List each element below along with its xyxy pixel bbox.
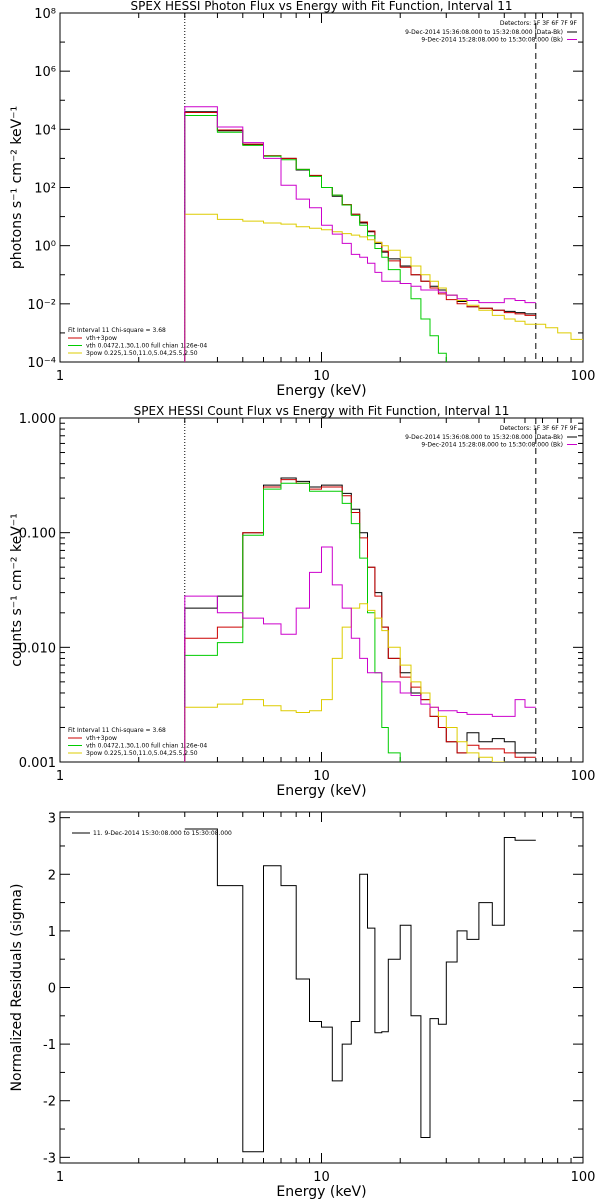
- panel1-x-tick-label: 1: [56, 369, 64, 384]
- panel1-y-tick-label: 10⁶: [34, 65, 56, 80]
- panel3-y-tick-label: -3: [43, 1151, 56, 1166]
- panel3-series-group: [184, 828, 536, 1153]
- panel1-y-axis-label: photons s⁻¹ cm⁻² keV⁻¹: [9, 106, 25, 269]
- panel2-x-tick-label: 10: [313, 769, 330, 784]
- panel1-y-tick-label: 10⁻⁴: [27, 356, 56, 371]
- panel2-legend-top-entry: 9-Dec-2014 15:36:08.000 to 15:32:08.000 …: [405, 434, 563, 441]
- panel1-series-1-line: [184, 111, 536, 362]
- panel3-series-1-line: [184, 828, 536, 1153]
- panel3-y-tick-label: 2: [48, 868, 56, 883]
- panel1-legend-fit-entry: 3pow 0.225,1.50,11.0,5.04,25.5,2.50: [86, 350, 198, 357]
- panel2-legend-fit-interval: Fit Interval 11 Chi-square = 3.68: [68, 727, 166, 734]
- panel2-series-group: [184, 477, 536, 762]
- panel2-legend-fit-entry: vth 0.0472,1.30,1.00 full chian 1.26e-04: [86, 743, 207, 750]
- panel1-legend-fit-entry: vth+3pow: [86, 335, 117, 342]
- panel1-x-tick-label: 10: [313, 369, 330, 384]
- panel1-legend-detectors: Detectors: 1F 3F 6F 7F 9F: [500, 20, 578, 27]
- panel2-series-5-line: [184, 546, 536, 762]
- panel1-title: SPEX HESSI Photon Flux vs Energy with Fi…: [131, 0, 513, 13]
- panel2-y-tick-label: 0.100: [19, 527, 56, 542]
- panel2-y-tick-label: 0.001: [19, 756, 56, 771]
- panel1-x-axis-label: Energy (keV): [276, 383, 366, 399]
- panel3-x-tick-label: 10: [313, 1170, 330, 1185]
- panel3-y-tick-label: 0: [48, 982, 56, 997]
- panel3-y-tick-label: 3: [48, 812, 56, 827]
- panel2-y-tick-label: 0.010: [19, 641, 56, 656]
- panel3-x-tick-label: 1: [56, 1170, 64, 1185]
- panel1-y-tick-label: 10⁻²: [27, 298, 56, 313]
- panel1-series-4-line: [184, 213, 583, 362]
- panel2-legend-fit-entry: 3pow 0.225,1.50,11.0,5.04,25.5,2.50: [86, 750, 198, 757]
- panel2-series-3-line: [184, 482, 401, 762]
- panel1-x-tick-label: 100: [571, 369, 596, 384]
- panel1-series-group: [184, 106, 583, 362]
- panel2-legend-detectors: Detectors: 1F 3F 6F 7F 9F: [500, 425, 578, 432]
- panel1-y-tick-label: 10⁰: [34, 240, 56, 255]
- panel2-x-axis-label: Energy (keV): [276, 783, 366, 799]
- panel2-x-tick-label: 100: [571, 769, 596, 784]
- panel3-x-axis-label: Energy (keV): [276, 1184, 366, 1200]
- panel1-series-5-line: [184, 106, 536, 362]
- panel2-legend-top-entry: 9-Dec-2014 15:28:08.000 to 15:30:08.000 …: [421, 442, 563, 449]
- panel1-y-tick-label: 10⁸: [34, 7, 56, 22]
- panel2-series-4-line: [184, 603, 505, 762]
- panel1-legend-fit-entry: vth 0.0472,1.30,1.00 full chian 1.26e-04: [86, 343, 207, 350]
- panel1-legend-top-entry: 9-Dec-2014 15:36:08.000 to 15:32:08.000 …: [405, 29, 563, 36]
- panel3-legend-entry: 11. 9-Dec-2014 15:30:08.000 to 15:30:08.…: [93, 830, 232, 837]
- panel2-y-tick-label: 1.000: [19, 412, 56, 427]
- panel3-y-tick-label: -1: [43, 1038, 56, 1053]
- panel3-y-tick-label: -2: [43, 1095, 56, 1110]
- panel3-x-tick-label: 100: [571, 1170, 596, 1185]
- panel3-y-tick-label: 1: [48, 925, 56, 940]
- panel1-legend-fit-interval: Fit Interval 11 Chi-square = 3.68: [68, 327, 166, 334]
- panel1-y-tick-label: 10⁴: [34, 123, 56, 138]
- panel2-legend-fit-entry: vth+3pow: [86, 735, 117, 742]
- panel2-title: SPEX HESSI Count Flux vs Energy with Fit…: [134, 404, 510, 418]
- panel1-series-2-line: [184, 112, 536, 362]
- panel2-y-axis-label: counts s⁻¹ cm⁻² keV⁻¹: [9, 513, 25, 667]
- panel1-series-3-line: [184, 115, 447, 362]
- panel3-y-axis-label: Normalized Residuals (sigma): [9, 884, 25, 1092]
- panel2-x-tick-label: 1: [56, 769, 64, 784]
- panel1-y-tick-label: 10²: [34, 182, 56, 197]
- panel1-legend-top-entry: 9-Dec-2014 15:28:08.000 to 15:30:08.000 …: [421, 37, 563, 44]
